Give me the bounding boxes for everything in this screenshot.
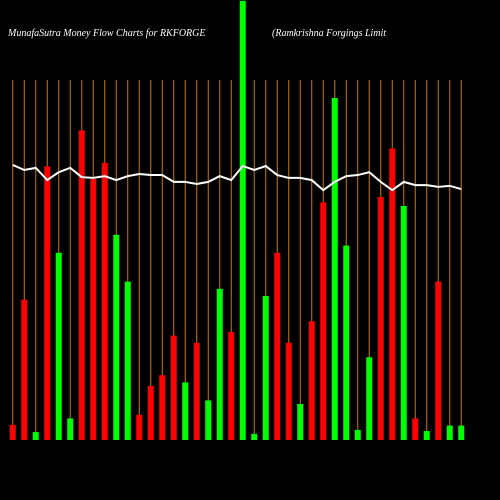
bar [320, 202, 327, 440]
bar [67, 418, 74, 440]
bar [124, 281, 131, 440]
bar [21, 299, 28, 440]
bar [308, 321, 315, 440]
bar [78, 130, 85, 440]
bar [400, 206, 407, 440]
bar [343, 245, 350, 440]
bar [205, 400, 212, 440]
bar [251, 433, 258, 440]
bar [193, 342, 200, 440]
bar [147, 386, 154, 440]
bar [182, 382, 189, 440]
bar [274, 252, 281, 440]
bar [262, 296, 269, 440]
bar [389, 148, 396, 440]
bar [366, 357, 373, 440]
bar [170, 335, 177, 440]
bar [159, 375, 166, 440]
bar [412, 418, 419, 440]
bar [55, 252, 62, 440]
bar [101, 162, 108, 441]
bar [44, 166, 51, 440]
bar [32, 432, 39, 440]
bar [331, 98, 338, 440]
bar [136, 414, 143, 440]
bar [239, 0, 246, 441]
bar [9, 424, 16, 440]
bar [446, 425, 453, 440]
bar [423, 431, 430, 440]
bar [458, 425, 465, 440]
price-line [12, 164, 462, 192]
bar [216, 288, 223, 440]
bar [90, 179, 97, 440]
bar [113, 234, 120, 440]
bar [285, 342, 292, 440]
chart-subtitle: (Ramkrishna Forgings Limit [272, 28, 386, 39]
bar [228, 332, 235, 440]
chart-title: MunafaSutra Money Flow Charts for RKFORG… [7, 28, 206, 39]
bar [435, 281, 442, 440]
bar [297, 404, 304, 440]
bar [354, 429, 361, 440]
bar [377, 197, 384, 440]
